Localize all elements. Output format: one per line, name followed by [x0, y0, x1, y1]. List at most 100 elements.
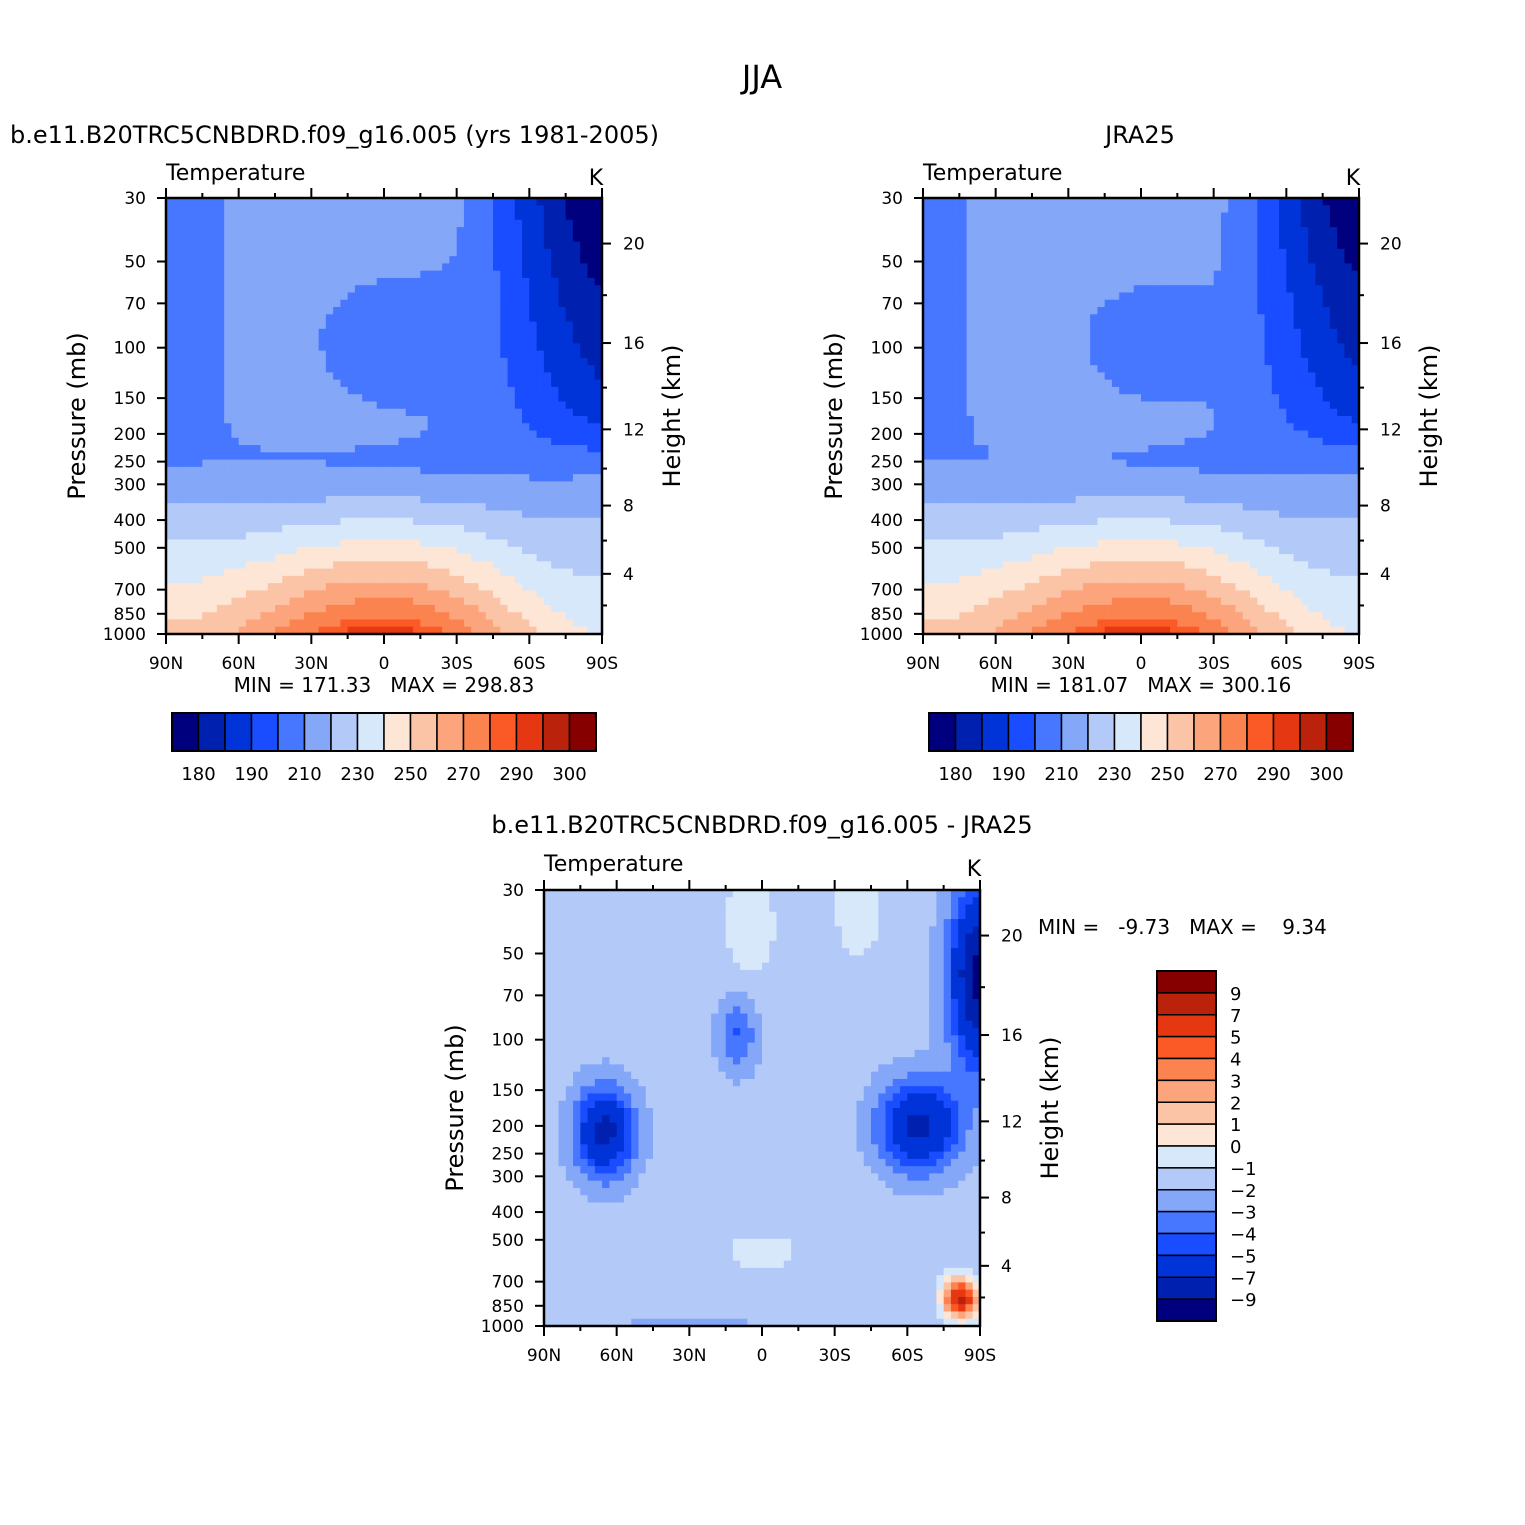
contour-cell — [260, 314, 268, 322]
contour-cell — [930, 300, 938, 308]
contour-cell — [377, 256, 385, 264]
contour-cell — [1214, 227, 1222, 235]
contour-cell — [297, 314, 305, 322]
contour-cell — [580, 452, 588, 460]
contour-cell — [275, 249, 283, 257]
contour-cell — [239, 474, 247, 482]
contour-cell — [282, 532, 290, 540]
contour-cell — [442, 285, 450, 293]
contour-cell — [515, 242, 523, 250]
contour-cell — [333, 431, 341, 439]
contour-cell — [348, 532, 356, 540]
contour-cell — [1076, 213, 1084, 221]
contour-cell — [1301, 322, 1309, 330]
contour-cell — [1250, 220, 1258, 228]
contour-cell — [1025, 292, 1033, 300]
contour-cell — [544, 431, 552, 439]
contour-cell — [1257, 263, 1265, 271]
contour-cell — [537, 227, 545, 235]
contour-cell — [1228, 300, 1236, 308]
contour-cell — [478, 227, 486, 235]
contour-cell — [239, 605, 247, 613]
contour-cell — [340, 489, 348, 497]
contour-cell — [1119, 213, 1127, 221]
contour-cell — [493, 351, 501, 359]
contour-cell — [326, 438, 334, 446]
contour-cell — [399, 329, 407, 337]
contour-cell — [377, 351, 385, 359]
contour-cell — [515, 554, 523, 562]
contour-cell — [420, 307, 428, 315]
contour-cell — [326, 576, 334, 584]
contour-cell — [377, 234, 385, 242]
contour-cell — [1097, 278, 1105, 286]
contour-cell — [275, 227, 283, 235]
contour-cell — [1286, 336, 1294, 344]
contour-cell — [260, 372, 268, 380]
contour-cell — [188, 292, 196, 300]
contour-cell — [959, 300, 967, 308]
contour-cell — [558, 387, 566, 395]
contour-cell — [522, 300, 530, 308]
contour-cell — [573, 307, 581, 315]
contour-cell — [988, 213, 996, 221]
contour-cell — [413, 285, 421, 293]
contour-cell — [391, 278, 399, 286]
contour-cell — [478, 489, 486, 497]
contour-cell — [1214, 285, 1222, 293]
contour-cell — [355, 598, 363, 606]
contour-cell — [231, 518, 239, 526]
contour-cell — [1025, 263, 1033, 271]
contour-cell — [297, 489, 305, 497]
contour-cell — [304, 242, 312, 250]
contour-cell — [1119, 292, 1127, 300]
contour-cell — [988, 314, 996, 322]
contour-cell — [500, 387, 508, 395]
contour-cell — [173, 489, 181, 497]
contour-cell — [1243, 263, 1251, 271]
contour-cell — [442, 365, 450, 373]
contour-cell — [580, 445, 588, 453]
contour-cell — [508, 496, 516, 504]
contour-cell — [384, 329, 392, 337]
contour-cell — [573, 510, 581, 518]
contour-cell — [1272, 285, 1280, 293]
contour-cell — [210, 205, 218, 213]
contour-cell — [996, 249, 1004, 257]
contour-cell — [384, 431, 392, 439]
contour-cell — [217, 358, 225, 366]
contour-cell — [1279, 292, 1287, 300]
contour-cell — [464, 213, 472, 221]
contour-cell — [275, 292, 283, 300]
contour-cell — [348, 445, 356, 453]
contour-cell — [442, 372, 450, 380]
contour-cell — [1170, 249, 1178, 257]
contour-cell — [544, 503, 552, 511]
contour-cell — [981, 271, 989, 279]
contour-cell — [399, 336, 407, 344]
contour-cell — [1032, 256, 1040, 264]
contour-cell — [587, 213, 595, 221]
contour-cell — [413, 525, 421, 533]
contour-cell — [348, 460, 356, 468]
contour-cell — [1010, 263, 1018, 271]
contour-cell — [573, 576, 581, 584]
contour-cell — [508, 540, 516, 548]
contour-cell — [522, 612, 530, 620]
contour-cell — [500, 598, 508, 606]
contour-cell — [195, 220, 203, 228]
contour-cell — [457, 365, 465, 373]
contour-cell — [508, 554, 516, 562]
contour-cell — [486, 292, 494, 300]
contour-cell — [260, 554, 268, 562]
contour-cell — [587, 460, 595, 468]
contour-cell — [297, 496, 305, 504]
contour-cell — [355, 445, 363, 453]
contour-cell — [544, 561, 552, 569]
contour-cell — [231, 431, 239, 439]
contour-cell — [1134, 300, 1142, 308]
contour-cell — [290, 365, 298, 373]
contour-cell — [333, 612, 341, 620]
contour-cell — [457, 380, 465, 388]
contour-cell — [231, 510, 239, 518]
